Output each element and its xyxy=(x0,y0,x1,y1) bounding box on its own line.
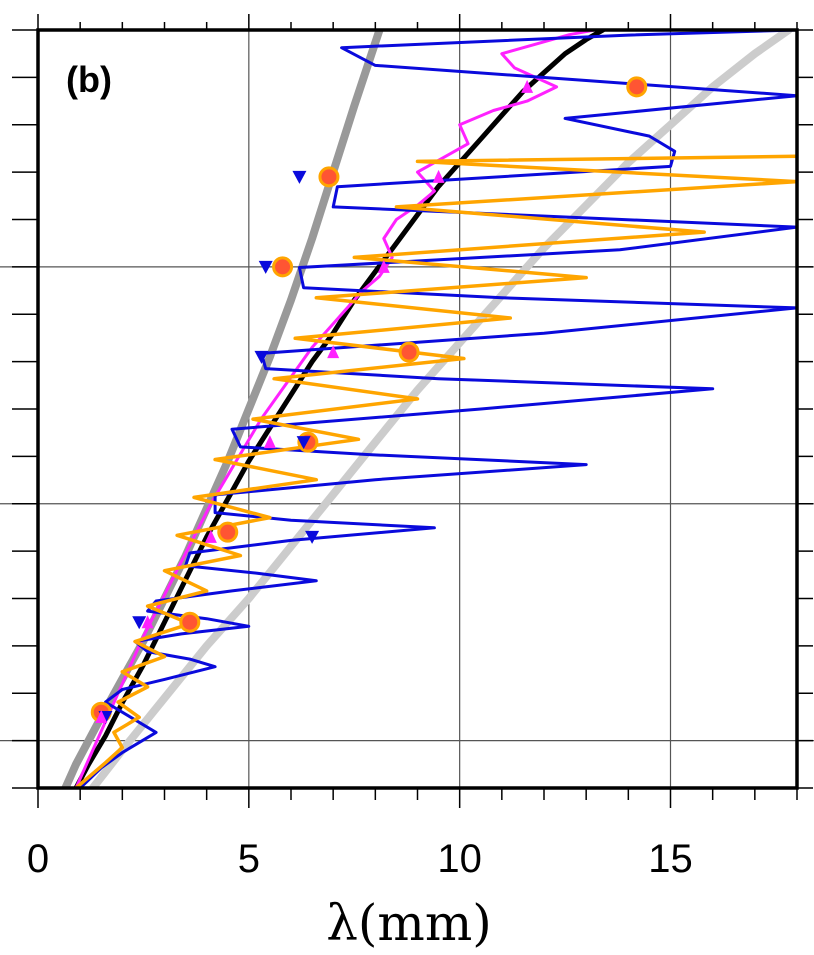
marker-triangle-up-4 xyxy=(327,345,340,359)
series-line-4 xyxy=(78,30,797,788)
x-tick-label-1: 5 xyxy=(238,837,260,881)
marker-triangle-down-6 xyxy=(292,170,307,184)
x-tick-label-3: 15 xyxy=(648,837,693,881)
x-tick-label-0: 0 xyxy=(27,837,49,881)
frame-layer xyxy=(36,28,799,790)
series-line-1 xyxy=(88,30,793,788)
marker-circle-6 xyxy=(318,166,340,188)
x-axis-label: λ(mm) xyxy=(326,894,492,952)
marker-triangle-down-2 xyxy=(305,530,320,544)
marker-triangle-up-6 xyxy=(432,169,445,183)
series-line-0 xyxy=(61,30,384,788)
marker-triangle-down-5 xyxy=(258,260,273,274)
marker-triangle-down-4 xyxy=(254,350,269,364)
marker-circle-5 xyxy=(272,256,294,278)
plot-frame xyxy=(36,28,799,790)
marker-triangle-down-3 xyxy=(296,436,311,450)
x-tick-label-2: 10 xyxy=(437,837,482,881)
marker-layer xyxy=(90,76,648,724)
marker-triangle-up-5 xyxy=(377,259,390,273)
series-layer xyxy=(61,30,797,788)
marker-triangle-down-1 xyxy=(132,616,147,630)
series-line-5 xyxy=(74,154,797,788)
marker-triangle-up-1 xyxy=(141,615,154,629)
marker-circle-4 xyxy=(398,341,420,363)
marker-circle-1 xyxy=(179,611,201,633)
marker-triangle-up-2 xyxy=(204,529,217,543)
tick-layer: 0 5 10 15 xyxy=(12,14,813,881)
marker-triangle-up-0 xyxy=(95,709,108,723)
marker-triangle-up-7 xyxy=(521,79,534,93)
marker-triangle-up-3 xyxy=(263,435,276,449)
marker-circle-2 xyxy=(217,521,239,543)
series-line-3 xyxy=(74,30,597,788)
panel-label: (b) xyxy=(66,59,112,100)
marker-circle-7 xyxy=(626,76,648,98)
